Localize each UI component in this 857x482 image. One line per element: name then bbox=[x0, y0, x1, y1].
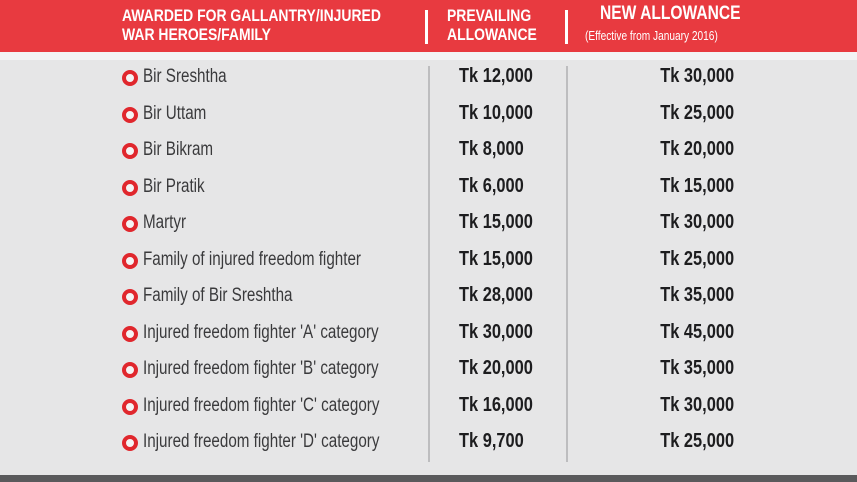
new-allowance: Tk 30,000 bbox=[660, 211, 734, 233]
category-label: Bir Pratik bbox=[143, 175, 205, 197]
bullet-icon bbox=[122, 252, 138, 269]
table-row: Injured freedom fighter 'A' category Tk … bbox=[0, 316, 857, 353]
header-awarded-column: AWARDED FOR GALLANTRY/INJURED WAR HEROES… bbox=[122, 6, 381, 44]
table-row: Bir Uttam Tk 10,000 Tk 25,000 bbox=[0, 97, 857, 134]
bottom-border bbox=[0, 475, 857, 482]
new-allowance: Tk 45,000 bbox=[660, 320, 734, 343]
prevailing-allowance: Tk 8,000 bbox=[459, 138, 524, 160]
new-allowance: Tk 30,000 bbox=[660, 65, 734, 87]
table-row: Injured freedom fighter 'B' category Tk … bbox=[0, 352, 857, 389]
bullet-icon bbox=[122, 325, 138, 342]
prevailing-allowance: Tk 12,000 bbox=[459, 65, 533, 87]
table-row: Injured freedom fighter 'C' category Tk … bbox=[0, 389, 857, 426]
header-prevailing-column: PREVAILING ALLOWANCE bbox=[447, 6, 537, 44]
header-underline-strip bbox=[0, 52, 857, 60]
category-label: Bir Sreshtha bbox=[143, 66, 227, 87]
column-divider bbox=[428, 66, 430, 462]
category-label: Bir Uttam bbox=[143, 102, 207, 124]
prevailing-allowance: Tk 15,000 bbox=[459, 211, 533, 233]
prevailing-allowance: Tk 20,000 bbox=[459, 357, 533, 379]
header-awarded-line2: WAR HEROES/FAMILY bbox=[122, 25, 271, 44]
bullet-icon bbox=[122, 106, 138, 123]
header-prevailing-line1: PREVAILING bbox=[447, 6, 532, 25]
header-new-allowance-subtitle: (Effective from January 2016) bbox=[585, 28, 718, 43]
new-allowance: Tk 15,000 bbox=[660, 174, 734, 197]
bullet-icon bbox=[122, 143, 138, 159]
header-new-allowance: NEW ALLOWANCE bbox=[600, 3, 741, 24]
bullet-icon bbox=[122, 179, 138, 196]
table-row: Martyr Tk 15,000 Tk 30,000 bbox=[0, 206, 857, 243]
new-allowance: Tk 25,000 bbox=[660, 247, 734, 270]
prevailing-allowance: Tk 9,700 bbox=[459, 430, 524, 452]
prevailing-allowance: Tk 15,000 bbox=[459, 247, 533, 270]
column-divider bbox=[566, 66, 568, 462]
prevailing-allowance: Tk 6,000 bbox=[459, 174, 524, 197]
category-label: Bir Bikram bbox=[143, 139, 214, 160]
bullet-icon bbox=[122, 289, 138, 305]
table-header: AWARDED FOR GALLANTRY/INJURED WAR HEROES… bbox=[0, 0, 857, 52]
new-allowance: Tk 20,000 bbox=[660, 138, 734, 160]
new-allowance: Tk 35,000 bbox=[660, 284, 734, 306]
table-row: Family of injured freedom fighter Tk 15,… bbox=[0, 243, 857, 280]
prevailing-allowance: Tk 30,000 bbox=[459, 320, 533, 343]
header-divider bbox=[565, 10, 568, 44]
prevailing-allowance: Tk 10,000 bbox=[459, 101, 533, 124]
prevailing-allowance: Tk 28,000 bbox=[459, 284, 533, 306]
table-row: Injured freedom fighter 'D' category Tk … bbox=[0, 425, 857, 462]
header-awarded-line1: AWARDED FOR GALLANTRY/INJURED bbox=[122, 6, 381, 25]
category-label: Family of Bir Sreshtha bbox=[143, 285, 293, 306]
category-label: Injured freedom fighter 'C' category bbox=[143, 394, 380, 416]
bullet-icon bbox=[122, 435, 138, 451]
bullet-icon bbox=[122, 398, 138, 415]
new-allowance: Tk 30,000 bbox=[660, 393, 734, 416]
category-label: Injured freedom fighter 'A' category bbox=[143, 321, 379, 343]
bullet-icon bbox=[122, 70, 138, 86]
table-row: Bir Bikram Tk 8,000 Tk 20,000 bbox=[0, 133, 857, 170]
bullet-icon bbox=[122, 216, 138, 232]
header-divider bbox=[425, 10, 428, 44]
new-allowance: Tk 35,000 bbox=[660, 357, 734, 379]
category-label: Injured freedom fighter 'B' category bbox=[143, 358, 379, 379]
table-row: Bir Sreshtha Tk 12,000 Tk 30,000 bbox=[0, 60, 857, 97]
new-allowance: Tk 25,000 bbox=[660, 430, 734, 452]
category-label: Martyr bbox=[143, 212, 187, 233]
category-label: Family of injured freedom fighter bbox=[143, 248, 361, 270]
bullet-icon bbox=[122, 362, 138, 378]
prevailing-allowance: Tk 16,000 bbox=[459, 393, 533, 416]
table-row: Family of Bir Sreshtha Tk 28,000 Tk 35,0… bbox=[0, 279, 857, 316]
new-allowance: Tk 25,000 bbox=[660, 101, 734, 124]
category-label: Injured freedom fighter 'D' category bbox=[143, 431, 380, 452]
table-row: Bir Pratik Tk 6,000 Tk 15,000 bbox=[0, 170, 857, 207]
header-prevailing-line2: ALLOWANCE bbox=[447, 25, 537, 44]
